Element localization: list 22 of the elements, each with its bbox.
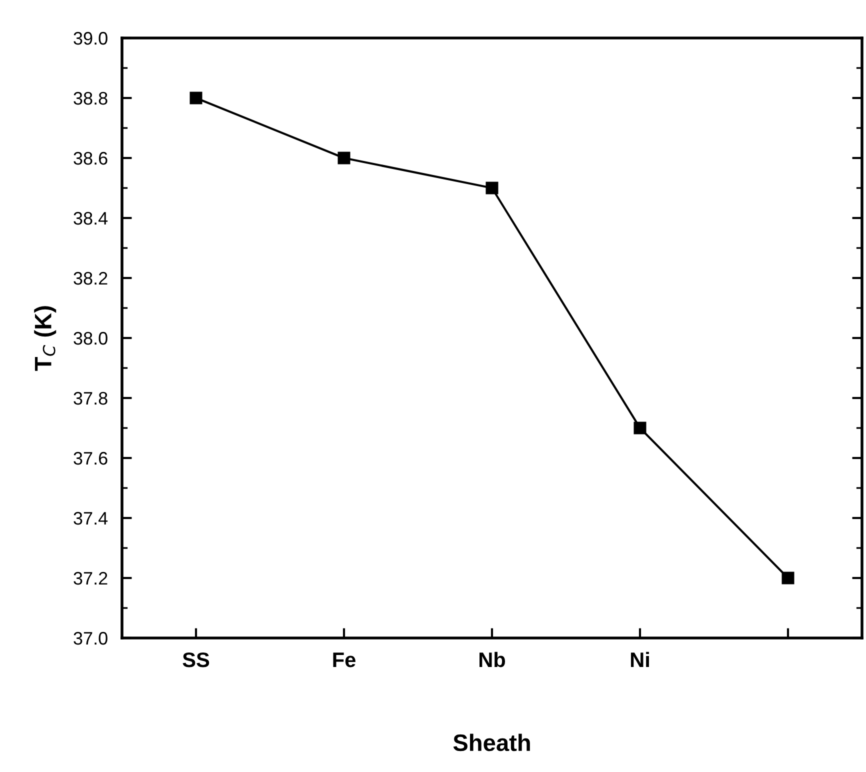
y-tick-label: 38.0 xyxy=(74,332,108,345)
x-tick-label: Nb xyxy=(480,652,506,668)
point xyxy=(486,182,498,194)
point xyxy=(634,422,646,434)
point xyxy=(338,152,350,164)
y-axis-title: T$_{C}$ (K) xyxy=(34,306,56,371)
x-tick-label: SS xyxy=(182,652,210,668)
x-axis-title: Sheath xyxy=(453,734,530,752)
y-tick-label: 38.2 xyxy=(74,272,108,285)
y-tick-label: 39.0 xyxy=(74,32,108,45)
x-tick-label: Ni xyxy=(630,652,649,667)
y-tick-label: 37.6 xyxy=(74,452,108,465)
y-tick-label: 37.0 xyxy=(74,632,108,645)
point xyxy=(190,92,202,104)
y-tick-label: 38.4 xyxy=(74,212,108,225)
y-tick-label: 38.8 xyxy=(74,92,108,105)
point xyxy=(782,572,794,584)
y-tick-label: 38.6 xyxy=(74,152,108,165)
x-tick-label: Fe xyxy=(333,652,356,668)
y-tick-label: 37.4 xyxy=(74,512,108,525)
y-tick-label: 37.2 xyxy=(74,572,108,585)
y-tick-label: 37.8 xyxy=(74,392,108,405)
